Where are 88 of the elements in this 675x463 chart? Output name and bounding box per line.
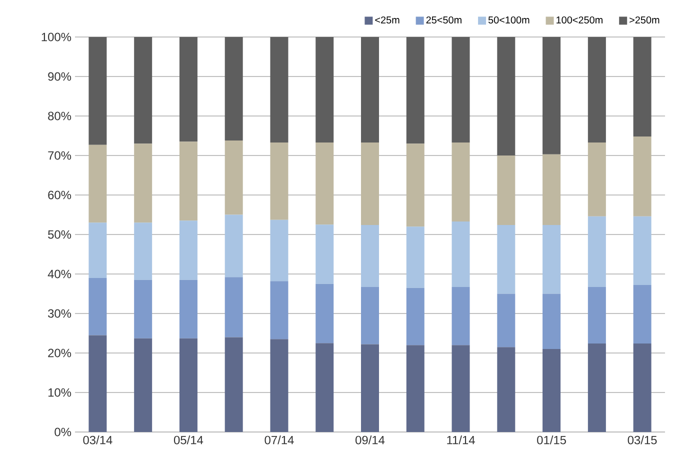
bar — [88, 278, 107, 336]
bar — [633, 216, 652, 286]
y-tick-label: 10% — [48, 388, 72, 397]
bar — [361, 142, 380, 226]
bar — [406, 226, 424, 288]
legend-label: <25m — [375, 16, 400, 24]
bar — [588, 287, 606, 344]
bar — [270, 281, 288, 340]
bar — [316, 36, 334, 142]
bar — [224, 36, 243, 140]
y-tick-label: 30% — [48, 309, 72, 318]
y-tick-label: 20% — [48, 348, 72, 358]
bar — [316, 343, 334, 432]
bar — [452, 36, 470, 142]
bar — [179, 36, 198, 142]
bar — [134, 36, 152, 144]
bar — [270, 220, 288, 282]
bar — [134, 222, 152, 280]
bar — [361, 287, 380, 344]
bar — [588, 142, 606, 216]
y-tick-label: 90% — [48, 72, 72, 81]
y-tick-label: 50% — [48, 230, 72, 239]
y-tick-label: 80% — [48, 112, 72, 120]
y-tick-label: 0% — [54, 428, 72, 436]
x-tick-label: 03/14 — [83, 436, 112, 444]
bar — [224, 277, 243, 338]
bar — [316, 142, 334, 225]
bar — [633, 344, 652, 432]
bar — [224, 140, 243, 215]
y-tick-label: 70% — [48, 151, 72, 160]
bar — [224, 337, 243, 432]
bar — [542, 154, 561, 226]
bar — [452, 142, 470, 222]
x-tick-label: 03/15 — [628, 436, 657, 444]
bar — [134, 280, 152, 338]
bar — [179, 338, 198, 432]
bar — [361, 36, 380, 142]
bar — [316, 284, 334, 344]
bar — [452, 221, 470, 288]
bar — [361, 225, 380, 288]
bar — [497, 347, 516, 432]
bar — [542, 36, 561, 154]
x-tick-label: 09/14 — [356, 436, 385, 444]
y-tick-label: 100% — [42, 32, 72, 42]
bar — [88, 36, 107, 145]
bar — [134, 338, 152, 432]
bar — [452, 345, 470, 432]
legend-label: 25<50m — [426, 16, 462, 24]
bar — [633, 36, 652, 137]
x-tick-label: 07/14 — [264, 436, 294, 444]
bar — [406, 345, 424, 432]
bar — [406, 288, 424, 346]
legend-label: >250m — [630, 16, 660, 24]
x-tick-label: 11/14 — [447, 436, 475, 444]
bar — [497, 155, 516, 226]
bar — [270, 339, 288, 432]
bar — [452, 287, 470, 346]
bar — [179, 220, 198, 280]
bar — [588, 344, 606, 432]
bar — [633, 136, 652, 216]
bar — [497, 36, 516, 156]
bar — [542, 294, 561, 350]
bar — [497, 225, 516, 294]
y-tick-label: 60% — [48, 190, 72, 200]
legend-label: 100<250m — [556, 16, 602, 24]
bar — [361, 344, 380, 432]
y-tick-label: 40% — [48, 270, 72, 278]
bar — [542, 225, 561, 294]
bar — [224, 214, 243, 278]
bar — [633, 285, 652, 344]
x-tick-label: 01/15 — [537, 436, 566, 444]
bar — [179, 280, 198, 338]
bar — [88, 335, 107, 432]
bar — [134, 144, 152, 223]
x-tick-label: 05/14 — [174, 436, 204, 444]
bar — [88, 222, 107, 278]
bar — [588, 36, 606, 142]
bar — [270, 142, 288, 220]
bar — [406, 36, 424, 144]
bar — [179, 142, 198, 221]
bar — [588, 216, 606, 288]
bar — [497, 294, 516, 348]
bar — [270, 36, 288, 142]
legend-label: 50<100m — [488, 16, 530, 24]
bar — [542, 349, 561, 432]
bar — [316, 224, 334, 284]
bar — [88, 144, 107, 223]
bar — [406, 144, 424, 227]
